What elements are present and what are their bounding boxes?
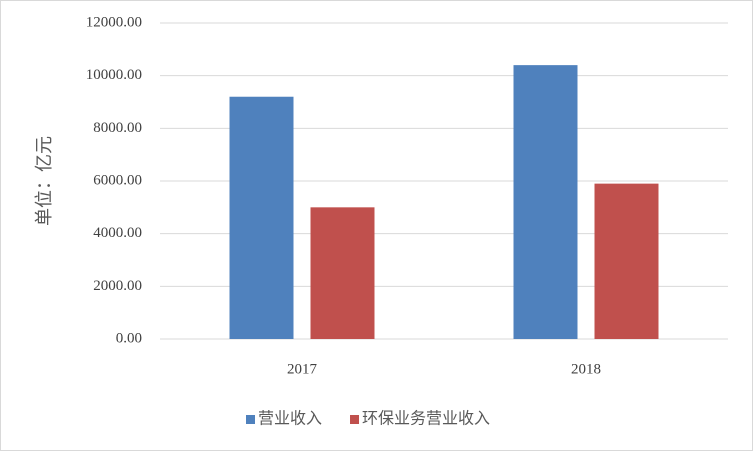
legend-swatch [350,415,360,424]
y-axis-label: 单位：亿元 [34,136,54,226]
legend-label: 环保业务营业收入 [362,410,490,428]
y-tick-label: 2000.00 [93,278,142,294]
y-tick-label: 8000.00 [93,120,142,136]
y-tick-label: 0.00 [116,330,142,346]
y-tick-label: 10000.00 [86,67,142,83]
x-tick-label: 2018 [571,361,601,377]
x-tick-label: 2017 [287,361,318,377]
y-tick-label: 6000.00 [93,172,142,188]
legend-label: 营业收入 [258,410,322,428]
bar [594,183,659,339]
bar [513,65,578,339]
y-tick-label: 4000.00 [93,225,142,241]
legend-swatch [246,415,255,424]
bar [310,207,375,339]
bar [229,96,294,339]
y-tick-label: 12000.00 [86,14,142,30]
